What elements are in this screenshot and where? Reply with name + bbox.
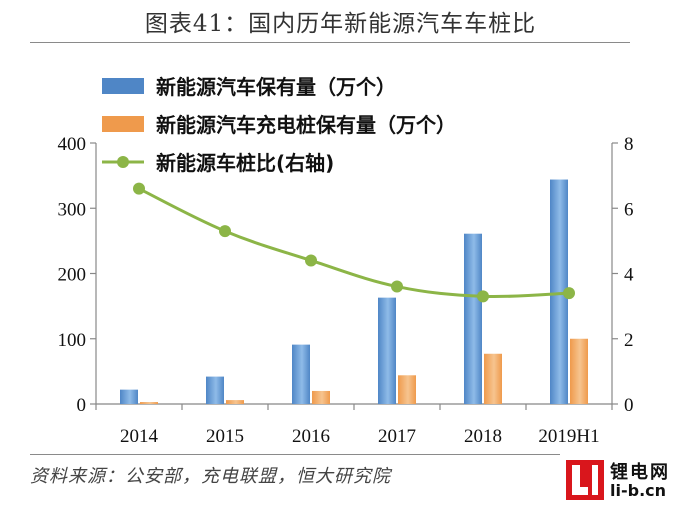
title-divider — [30, 42, 630, 43]
x-tick-label: 2017 — [378, 426, 416, 447]
y-left-tick-label: 100 — [58, 330, 87, 351]
legend-swatch-ratio-marker — [117, 156, 129, 168]
y-left-tick-label: 400 — [58, 134, 87, 155]
bar-vehicles — [120, 389, 138, 404]
legend-swatch-chargers — [102, 116, 144, 132]
bar-chargers — [226, 400, 244, 404]
y-left-tick-label: 300 — [58, 199, 87, 220]
ratio-point — [391, 280, 403, 293]
bar-vehicles — [550, 179, 568, 404]
bar-vehicles — [464, 233, 482, 404]
x-tick-label: 2019H1 — [538, 426, 599, 447]
watermark-logo: 锂电网 li-b.cn — [566, 458, 678, 502]
y-right-tick-label: 8 — [624, 134, 634, 155]
bar-chargers — [140, 402, 158, 404]
bar-vehicles — [206, 376, 224, 404]
bar-vehicles — [378, 297, 396, 404]
combo-chart: 0 100 200 300 400 0 2 4 6 8 2014 2015 2016 2017 2018… — [58, 75, 635, 447]
chart-title: 图表41：国内历年新能源汽车车桩比 — [144, 11, 537, 37]
x-tick-label: 2014 — [120, 426, 159, 447]
footer-divider — [30, 454, 560, 455]
legend: 新能源汽车保有量（万个） 新能源汽车充电桩保有量（万个） 新能源车桩比(右轴) — [102, 75, 456, 175]
y-right-tick-label: 2 — [624, 330, 634, 351]
ratio-point — [219, 225, 231, 238]
x-tick-label: 2018 — [464, 426, 502, 447]
legend-label-vehicles: 新能源汽车保有量（万个） — [156, 75, 396, 99]
y-right-tick-label: 0 — [624, 395, 634, 416]
watermark-name: 锂电网 — [610, 462, 670, 483]
y-left-tick-label: 0 — [77, 395, 87, 416]
y-right-tick-label: 6 — [624, 199, 634, 220]
logo-mark-icon — [566, 460, 604, 500]
watermark-url: li-b.cn — [610, 481, 667, 500]
source-note: 资料来源：公安部，充电联盟，恒大研究院 — [30, 466, 391, 487]
bar-vehicles — [292, 344, 310, 404]
bar-chargers — [398, 375, 416, 404]
legend-label-chargers: 新能源汽车充电桩保有量（万个） — [156, 113, 456, 137]
ratio-point — [563, 287, 575, 300]
ratio-point — [305, 254, 317, 267]
x-tick-label: 2015 — [206, 426, 244, 447]
bar-chargers — [312, 390, 330, 404]
ratio-line — [138, 187, 570, 299]
y-right-tick-label: 4 — [624, 265, 634, 286]
x-tick-label: 2016 — [292, 426, 330, 447]
bar-chargers — [570, 338, 588, 404]
bar-chargers — [484, 353, 502, 404]
legend-swatch-vehicles — [102, 78, 144, 94]
y-left-tick-label: 200 — [58, 265, 87, 286]
ratio-point — [477, 290, 489, 303]
legend-label-ratio: 新能源车桩比(右轴) — [156, 151, 334, 175]
ratio-point — [133, 182, 145, 195]
